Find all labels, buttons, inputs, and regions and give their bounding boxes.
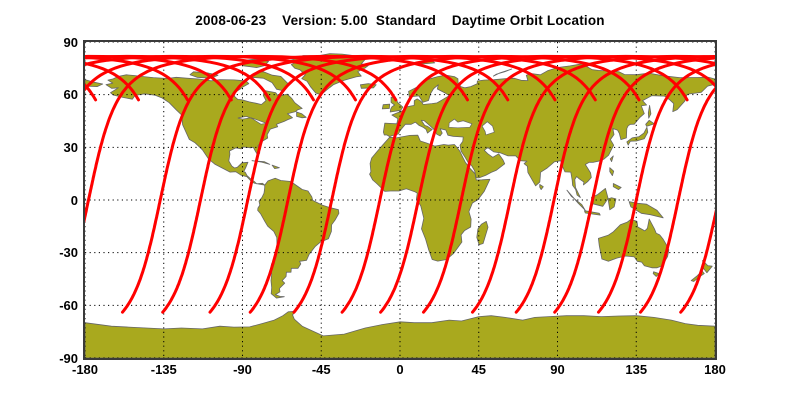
orbit-track bbox=[514, 54, 715, 314]
y-tick-label: -30 bbox=[59, 245, 78, 261]
plot-title: 2008-06-23 Version: 5.00 Standard Daytim… bbox=[195, 13, 605, 28]
plot-frame bbox=[83, 40, 717, 360]
x-tick-label: 0 bbox=[396, 362, 404, 377]
x-tick-label: -180 bbox=[71, 362, 99, 377]
x-tick-label: 45 bbox=[471, 362, 486, 377]
orbit-track bbox=[85, 54, 398, 224]
orbit-track bbox=[597, 62, 715, 314]
x-tick-label: -90 bbox=[233, 362, 252, 377]
orbit-track bbox=[679, 209, 715, 314]
land-novaya-zemlya bbox=[493, 68, 513, 77]
x-tick-label: 180 bbox=[704, 362, 726, 377]
land-java bbox=[584, 210, 601, 216]
land-north-america bbox=[105, 74, 303, 186]
land-newfoundland bbox=[296, 111, 307, 119]
land-sumatra bbox=[566, 189, 586, 211]
y-tick-label: 30 bbox=[63, 139, 78, 155]
land-ireland bbox=[381, 103, 391, 110]
y-tick-label: -90 bbox=[59, 350, 78, 366]
land-tasmania bbox=[652, 271, 660, 277]
land-south-america bbox=[257, 177, 340, 299]
land-sulawesi bbox=[607, 197, 617, 211]
land-australia bbox=[598, 218, 670, 269]
land-sakhalin bbox=[647, 105, 652, 119]
land-luzon bbox=[609, 167, 615, 176]
y-tick-label: 60 bbox=[63, 87, 78, 103]
land-great-britain bbox=[389, 96, 404, 113]
orbit-track bbox=[85, 54, 357, 102]
water-caspian-sea bbox=[481, 121, 495, 136]
land-sri-lanka bbox=[539, 184, 544, 190]
land-japan-honshu bbox=[626, 126, 649, 146]
y-tick-label: 0 bbox=[70, 192, 78, 208]
x-tick-label: 90 bbox=[550, 362, 565, 377]
land-mindanao bbox=[612, 183, 622, 190]
x-tick-label: -45 bbox=[311, 362, 331, 377]
land-japan-hokkaido bbox=[645, 119, 655, 127]
land-madagascar bbox=[476, 221, 489, 246]
y-tick-label: 90 bbox=[63, 34, 78, 50]
world-map-orbit-tracks bbox=[85, 42, 715, 358]
orbit-track bbox=[553, 56, 715, 314]
x-tick-label: 135 bbox=[625, 362, 648, 377]
land-hispaniola bbox=[271, 164, 280, 169]
y-tick-label: -60 bbox=[59, 297, 78, 313]
x-tick-label: -135 bbox=[150, 362, 177, 377]
orbit-track bbox=[639, 86, 715, 314]
water-black-sea bbox=[448, 118, 473, 129]
land-cuba bbox=[251, 160, 271, 165]
land-taiwan bbox=[609, 155, 614, 162]
